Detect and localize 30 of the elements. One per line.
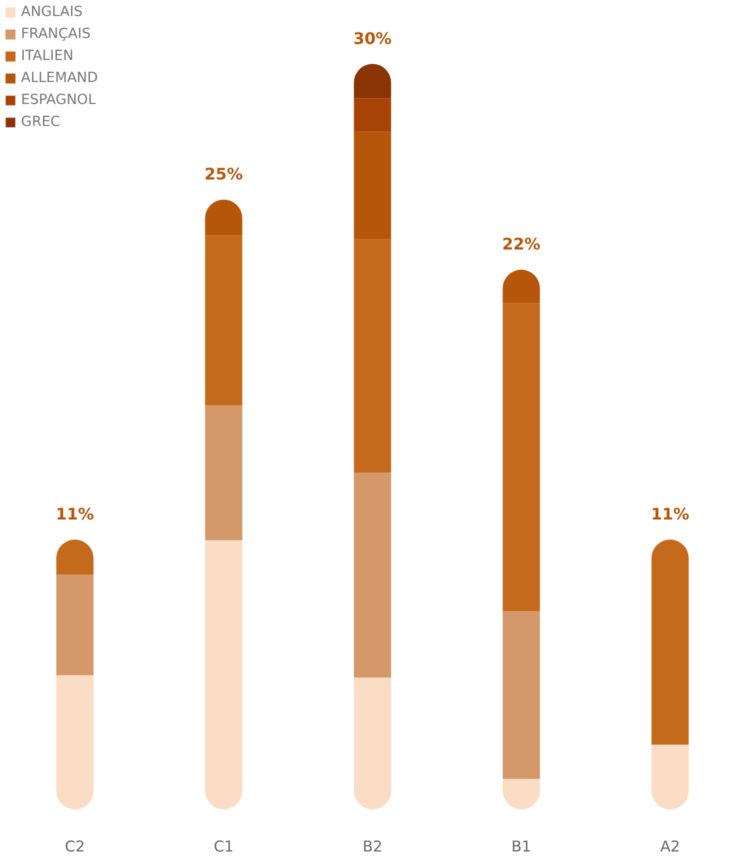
bar — [354, 239, 392, 472]
annotation: 11% — [56, 504, 94, 524]
bar — [354, 98, 392, 132]
legend-label: FRANÇAIS — [21, 26, 91, 42]
annotation: 30% — [353, 28, 392, 48]
bar — [502, 611, 540, 779]
x-tick-label: C1 — [214, 838, 234, 856]
legend-label: ANGLAIS — [21, 4, 83, 20]
x-tick-label: C2 — [64, 838, 85, 856]
bar — [354, 677, 392, 810]
bar — [205, 235, 242, 406]
bar — [354, 472, 392, 678]
annotation: 25% — [204, 164, 243, 184]
legend-label: GREC — [21, 114, 60, 130]
bar — [354, 132, 392, 240]
x-tick-label: B2 — [362, 838, 382, 856]
bar — [652, 744, 689, 810]
legend-label: ALLEMAND — [21, 70, 98, 86]
bar — [205, 540, 242, 810]
bar — [56, 675, 94, 810]
legend-label: ESPAGNOL — [21, 92, 96, 108]
bar — [652, 540, 689, 745]
bar — [205, 405, 242, 540]
bar — [502, 303, 540, 612]
legend-label: ITALIEN — [21, 48, 74, 64]
annotation: 11% — [650, 504, 690, 524]
bar — [56, 574, 94, 676]
x-tick-label: B1 — [511, 838, 532, 856]
annotation: 22% — [502, 234, 540, 254]
x-tick-label: A2 — [660, 838, 680, 856]
